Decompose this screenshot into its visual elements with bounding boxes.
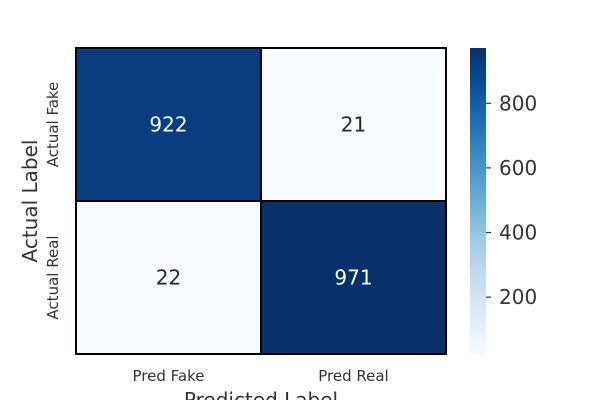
colorbar-tick-label: 600 — [499, 156, 537, 180]
x-tick-labels: Pred Fake Pred Real — [133, 367, 389, 385]
y-tick-label: Actual Real — [44, 235, 62, 319]
x-tick-label: Pred Real — [318, 367, 388, 385]
colorbar-tick-label: 800 — [499, 91, 537, 115]
colorbar-tick-label: 200 — [499, 285, 537, 309]
heatmap-cell — [261, 201, 446, 354]
colorbar-gradient — [470, 48, 486, 355]
heatmap-gridlines — [75, 47, 447, 355]
heatmap-cell — [261, 48, 446, 201]
y-axis-label: Actual Label — [18, 140, 42, 263]
x-axis-label: Predicted Label — [184, 388, 338, 400]
heatmap-cell — [76, 48, 261, 201]
cell-value-label: 22 — [156, 266, 181, 290]
cell-value-label: 922 — [149, 113, 187, 137]
y-tick-label: Actual Fake — [44, 82, 62, 168]
heatmap-cell — [76, 201, 261, 354]
colorbar: 200 400 600 800 — [470, 48, 537, 355]
y-tick-labels: Actual Fake Actual Real — [44, 82, 62, 320]
heatmap-cells — [76, 48, 446, 354]
cell-value-labels: 922 21 22 971 — [149, 113, 372, 290]
x-tick-label: Pred Fake — [133, 367, 205, 385]
colorbar-tick-label: 400 — [499, 221, 537, 245]
cell-value-label: 21 — [341, 113, 366, 137]
cell-value-label: 971 — [334, 266, 372, 290]
